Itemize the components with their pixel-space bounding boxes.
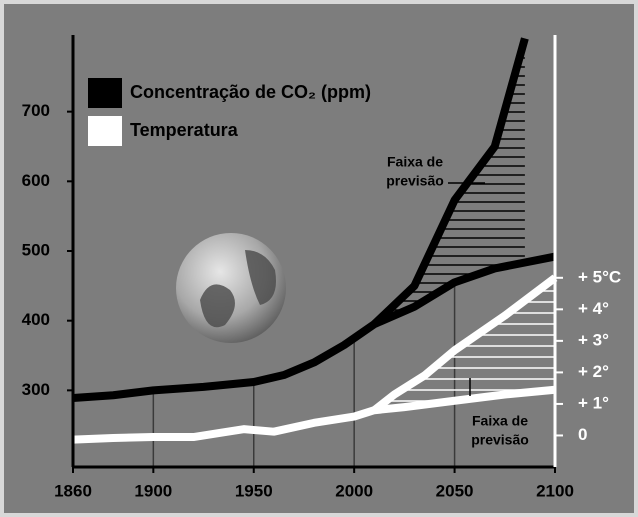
legend-label: Concentração de CO₂ (ppm) — [130, 82, 371, 102]
annotation: previsão — [386, 173, 444, 189]
y2-tick-label: + 4° — [578, 299, 609, 318]
x-tick-label: 1860 — [54, 481, 92, 500]
page: 1860 1900 1950 2000 2050 2100 300 400 500 600 700 0… — [0, 0, 638, 517]
annotation: Faixa de — [387, 154, 443, 170]
legend-swatch — [88, 78, 122, 108]
y-tick-label: 400 — [22, 310, 50, 329]
y-tick-label: 700 — [22, 101, 50, 120]
y2-tick-label: + 2° — [578, 362, 609, 381]
y2-tick-label: 0 — [578, 425, 587, 444]
y-tick-label: 500 — [22, 240, 50, 259]
y2-tick-label: + 1° — [578, 393, 609, 412]
annotation: Faixa de — [472, 413, 528, 429]
y2-tick-label: + 3° — [578, 330, 609, 349]
x-tick-label: 1950 — [235, 481, 273, 500]
annotation: previsão — [471, 432, 529, 448]
legend-swatch — [88, 116, 122, 146]
x-tick-label: 2100 — [536, 481, 574, 500]
x-tick-label: 1900 — [134, 481, 172, 500]
x-tick-label: 2050 — [436, 481, 474, 500]
globe — [176, 233, 286, 343]
legend-label: Temperatura — [130, 120, 239, 140]
y-tick-label: 300 — [22, 380, 50, 399]
y2-tick-label: + 5°C — [578, 267, 621, 286]
x-tick-label: 2000 — [335, 481, 373, 500]
y-tick-label: 600 — [22, 171, 50, 190]
chart: 1860 1900 1950 2000 2050 2100 300 400 500 600 700 0… — [0, 0, 638, 517]
